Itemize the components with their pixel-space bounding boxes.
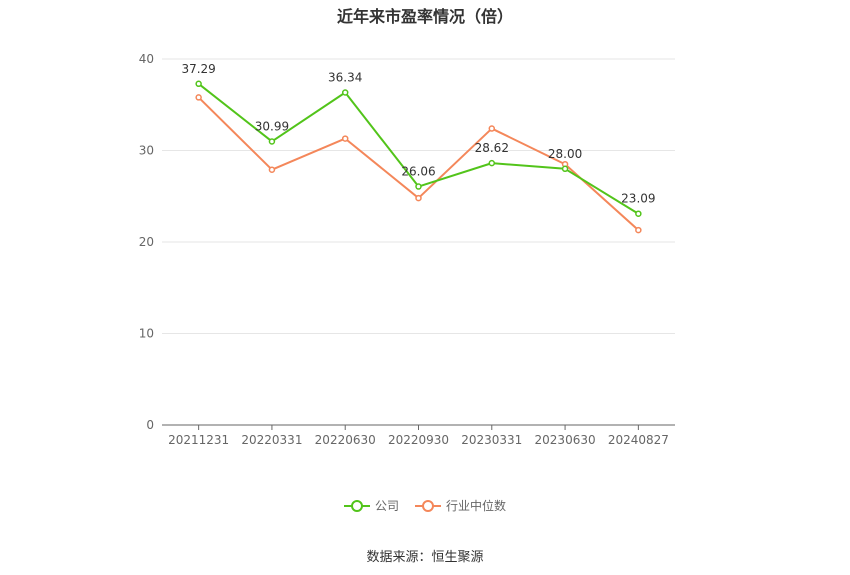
data-label: 23.09 [621,192,655,206]
x-tick-label: 20220930 [388,433,449,447]
chart-legend: 公司 行业中位数 [0,497,850,514]
data-point-company [341,89,349,96]
x-tick-label: 20240827 [608,433,669,447]
data-point-company [268,138,276,145]
data-label: 30.99 [255,119,289,133]
chart-title: 近年来市盈率情况（倍） [336,7,513,26]
data-point-company [561,165,569,173]
x-tick-label: 20211231 [168,433,229,447]
data-point-industry-median [635,226,642,234]
y-tick-label: 0 [146,418,154,432]
y-tick-label: 30 [139,144,154,158]
y-tick-label: 10 [139,327,154,341]
legend-company-label: 公司 [374,499,399,513]
data-point-company [195,80,202,88]
data-point-company [635,210,642,217]
legend-item-company[interactable]: 公司 [343,497,399,514]
data-label: 37.29 [181,62,215,76]
x-tick-label: 20230331 [461,433,522,447]
x-tick-label: 20230630 [535,433,596,447]
data-label: 28.62 [475,141,509,155]
data-label: 28.00 [548,147,582,161]
data-point-industry-median [268,166,276,173]
legend-industry-label: 行业中位数 [446,499,507,513]
data-point-industry-median [415,194,422,202]
data-point-industry-median [341,135,349,142]
data-label: 36.34 [328,70,362,84]
y-tick-label: 20 [139,235,154,249]
data-point-company [488,159,496,167]
data-point-company [415,183,422,190]
data-source: 数据来源：恒生聚源 [366,550,484,565]
data-point-industry-median [488,125,496,132]
x-tick-label: 20220630 [315,433,376,447]
legend-company-marker [343,499,370,512]
legend-industry-marker [415,499,441,512]
data-point-industry-median [195,94,202,101]
legend-item-industry-median[interactable]: 行业中位数 [415,497,506,514]
y-tick-label: 40 [139,52,154,66]
data-label: 26.06 [401,165,435,179]
x-tick-label: 20220331 [241,433,302,447]
